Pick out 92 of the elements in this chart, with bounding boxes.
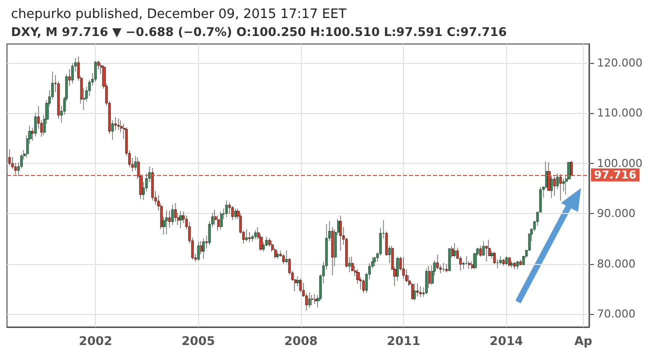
x-tick-label: 2011 [386, 334, 420, 348]
candlestick [68, 68, 71, 86]
y-tick-label: 100.000 [597, 156, 642, 170]
candlestick [419, 286, 422, 298]
candlestick [251, 234, 254, 242]
candlestick [311, 294, 314, 306]
candlestick [451, 246, 454, 258]
candlestick [388, 246, 391, 264]
candlestick [479, 245, 482, 257]
candlestick [331, 226, 334, 276]
x-tick-label: 2014 [490, 334, 524, 348]
candlestick [516, 260, 519, 270]
candlestick [31, 128, 34, 142]
candlestick [34, 112, 37, 137]
candlestick [445, 264, 448, 273]
candlestick [276, 250, 279, 260]
candlestick [171, 204, 174, 226]
candlestick [402, 257, 405, 280]
y-tick-label: 80.000 [597, 257, 636, 270]
candlestick [168, 210, 171, 228]
candlestick [499, 256, 502, 265]
candlestick [225, 200, 228, 218]
candlestick [114, 117, 117, 131]
chart-subtitle: DXY, M 97.716 ▼ −0.688 (−0.7%) O:100.250 H:100.510 L:97.591 C:97.716 [11, 25, 507, 39]
candlestick [165, 210, 168, 234]
candlestick [570, 160, 573, 176]
candlestick [134, 156, 137, 171]
candlestick [282, 254, 285, 264]
y-tick-label: 90.000 [597, 207, 636, 220]
candlestick [468, 261, 471, 270]
y-tick-label: 70.000 [597, 307, 636, 320]
candlestick [348, 257, 351, 273]
candlestick [510, 260, 513, 268]
candlestick [416, 283, 419, 297]
candlestick [245, 228, 248, 242]
candlestick [428, 266, 431, 288]
x-tick-label: 2005 [182, 334, 215, 348]
candlestick [202, 238, 205, 260]
candlestick [448, 248, 451, 272]
candlestick [339, 215, 342, 251]
candlestick [97, 60, 100, 70]
candlestick [308, 292, 311, 308]
candlestick [296, 276, 300, 287]
x-tick-label: 2008 [284, 334, 318, 348]
chart-title: chepurko published, December 09, 2015 17:17 EET [11, 7, 346, 22]
candlestick [362, 279, 365, 294]
candlestick [94, 60, 97, 82]
candlestick [205, 235, 208, 248]
candlestick [508, 258, 511, 267]
y-tick-label: 120.000 [597, 56, 642, 70]
candlestick [436, 254, 439, 270]
candlestick [505, 256, 508, 266]
candlestick [151, 168, 154, 201]
candlestick [519, 260, 522, 266]
candlestick [442, 262, 445, 272]
candlestick [502, 258, 505, 266]
candlestick [553, 176, 556, 196]
candlestick [8, 149, 11, 166]
candlestick [200, 240, 203, 254]
candlestick [556, 173, 559, 190]
candlestick [559, 174, 562, 201]
candlestick [471, 261, 474, 270]
candlestick [385, 231, 388, 256]
candlestick [285, 250, 288, 264]
candlestick [83, 88, 86, 110]
candlestick [220, 211, 223, 230]
candlestick [117, 118, 120, 130]
candlestick [197, 241, 200, 262]
candlestick [234, 208, 237, 220]
candlestick [314, 294, 317, 304]
candlestick [179, 210, 183, 228]
candlestick [490, 250, 494, 260]
candlestick [513, 262, 516, 270]
candlestick [425, 268, 428, 295]
candlestick [299, 278, 302, 293]
candlestick [493, 251, 496, 265]
candlestick [231, 206, 234, 220]
x-tick-label: 2002 [78, 334, 112, 348]
candlestick [174, 202, 177, 222]
candlestick [562, 178, 565, 192]
candlestick [413, 283, 416, 301]
candlestick [453, 242, 456, 258]
candlestick [550, 175, 553, 198]
candlestick [111, 120, 114, 140]
candlestick [547, 162, 551, 191]
y-tick-label: 110.000 [597, 106, 642, 120]
candlestick [248, 232, 251, 242]
candlestick [396, 256, 399, 282]
x-tick-label: Ap [574, 334, 593, 348]
ref-line-label: 97.716 [594, 168, 637, 182]
candlestick [482, 240, 485, 256]
candlestick [254, 230, 257, 240]
